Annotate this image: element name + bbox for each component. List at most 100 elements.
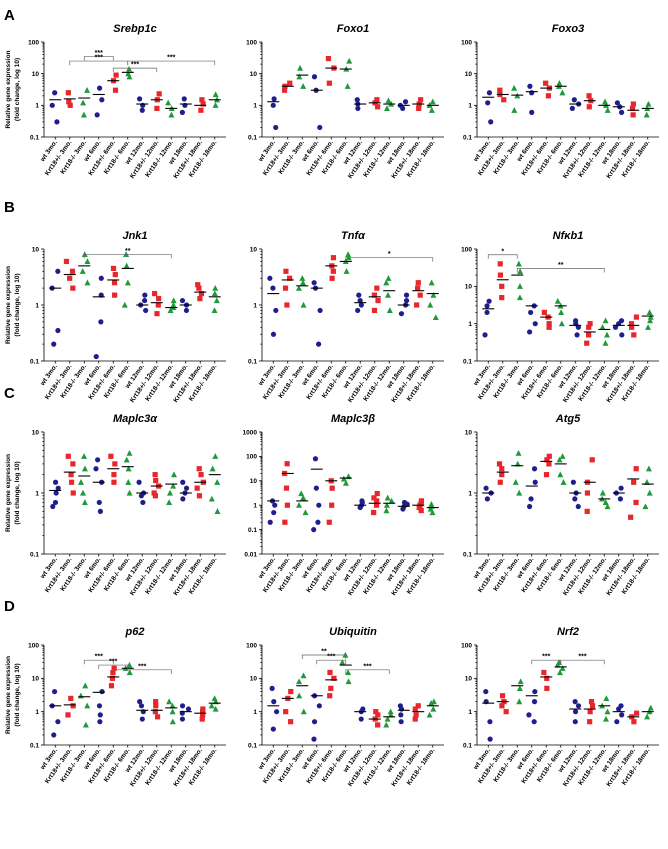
data-point — [212, 705, 219, 712]
data-point — [125, 70, 132, 77]
data-point — [330, 268, 336, 274]
significance-bracket — [560, 659, 605, 665]
significance-label: *** — [542, 654, 550, 661]
significance-label: *** — [95, 50, 103, 57]
data-point — [526, 503, 533, 510]
data-point — [360, 706, 366, 712]
data-point — [194, 485, 200, 491]
data-point — [156, 296, 162, 302]
significance-bracket — [112, 669, 172, 674]
data-point — [416, 105, 422, 112]
data-point — [284, 461, 290, 467]
data-point — [126, 669, 133, 676]
y-tick-label: 100 — [28, 39, 39, 46]
data-point — [554, 297, 561, 304]
data-point — [179, 297, 186, 304]
data-point — [558, 320, 565, 327]
data-point — [516, 698, 523, 705]
significance-bracket — [301, 654, 347, 660]
y-tick-label: 10 — [250, 676, 258, 683]
data-point — [531, 466, 538, 472]
y-tick-label: 0.1 — [463, 551, 472, 558]
data-point — [68, 472, 74, 478]
data-point — [343, 268, 350, 274]
data-point — [81, 499, 88, 506]
data-point — [271, 509, 277, 516]
data-point — [384, 715, 391, 722]
data-point — [397, 703, 403, 709]
data-point — [273, 124, 279, 131]
data-point — [418, 97, 424, 103]
significance-bracket — [516, 268, 605, 273]
data-point — [67, 102, 73, 108]
data-point — [95, 457, 101, 463]
data-point — [418, 498, 425, 504]
data-point — [137, 699, 143, 705]
data-point — [170, 471, 177, 478]
significance-bracket — [112, 67, 158, 73]
data-point — [496, 461, 503, 467]
data-point — [51, 688, 58, 695]
data-point — [603, 331, 610, 338]
data-point — [543, 472, 550, 478]
data-point — [358, 716, 364, 722]
y-tick-label: 10 — [32, 71, 40, 78]
data-point — [541, 309, 547, 316]
data-point — [599, 489, 606, 496]
data-point — [354, 97, 360, 103]
data-point — [618, 703, 624, 709]
data-point — [586, 324, 592, 330]
data-point — [311, 527, 317, 533]
data-point — [55, 327, 61, 334]
data-point — [108, 453, 114, 459]
data-point — [140, 499, 146, 506]
data-point — [428, 699, 435, 706]
significance-bracket — [316, 659, 347, 665]
data-point — [200, 709, 206, 715]
data-point — [556, 456, 563, 463]
data-point — [429, 98, 436, 105]
data-point — [329, 485, 335, 491]
data-point — [546, 321, 552, 327]
data-point — [300, 672, 307, 679]
data-point — [316, 341, 322, 347]
data-point — [270, 102, 276, 108]
data-point — [634, 710, 640, 716]
data-point — [497, 261, 503, 267]
data-point — [300, 494, 307, 501]
significance-label: ** — [558, 262, 564, 269]
chart-title: Jnk1 — [122, 230, 147, 242]
data-point — [631, 479, 637, 485]
data-point — [544, 685, 550, 691]
y-tick-label: 1000 — [243, 429, 258, 436]
data-point — [152, 709, 158, 715]
data-point — [529, 90, 535, 96]
data-point — [313, 485, 319, 491]
y-axis-label-line1: Relative gene expression — [5, 50, 12, 128]
data-point — [543, 80, 549, 86]
data-point — [371, 292, 378, 298]
significance-label: * — [501, 248, 504, 255]
data-point — [412, 706, 418, 712]
data-point — [643, 111, 650, 118]
data-point — [342, 479, 349, 486]
data-point — [646, 489, 653, 496]
data-point — [287, 80, 293, 86]
data-point — [52, 479, 59, 485]
data-point — [68, 479, 75, 485]
data-point — [126, 65, 133, 72]
data-point — [311, 74, 318, 80]
data-point — [112, 461, 118, 467]
data-point — [499, 283, 505, 289]
data-point — [208, 495, 215, 502]
data-point — [646, 309, 653, 316]
data-point — [281, 87, 288, 93]
data-point — [328, 685, 334, 691]
data-point — [77, 692, 84, 699]
data-point — [296, 692, 303, 699]
data-point — [403, 292, 410, 298]
y-tick-label: 0.1 — [30, 358, 39, 365]
